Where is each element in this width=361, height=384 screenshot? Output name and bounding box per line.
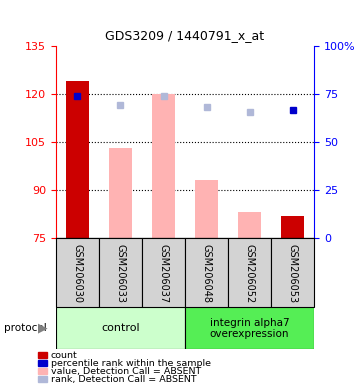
Text: GSM206052: GSM206052 [244,243,255,303]
Text: value, Detection Call = ABSENT: value, Detection Call = ABSENT [51,367,201,376]
Bar [185,307,314,349]
Bar [271,238,314,307]
Bar [195,180,218,238]
Text: GSM206053: GSM206053 [288,243,297,303]
Bar [228,238,271,307]
Bar [99,238,142,307]
Text: integrin alpha7
overexpression: integrin alpha7 overexpression [210,318,290,339]
Text: ▶: ▶ [38,322,48,335]
Bar [152,94,175,238]
Text: GSM206048: GSM206048 [201,243,212,303]
Text: protocol: protocol [4,323,46,333]
Bar [109,149,132,238]
Text: percentile rank within the sample: percentile rank within the sample [51,359,210,368]
Bar [185,238,228,307]
Bar [281,216,304,238]
Bar [66,81,89,238]
Bar [238,212,261,238]
Bar [142,238,185,307]
Text: count: count [51,351,77,360]
Text: control: control [101,323,140,333]
Text: GSM206033: GSM206033 [116,243,126,303]
Title: GDS3209 / 1440791_x_at: GDS3209 / 1440791_x_at [105,29,265,42]
Text: rank, Detection Call = ABSENT: rank, Detection Call = ABSENT [51,375,196,384]
Bar [56,307,185,349]
Text: GSM206037: GSM206037 [158,243,169,303]
Text: GSM206030: GSM206030 [73,243,82,303]
Bar [56,238,99,307]
